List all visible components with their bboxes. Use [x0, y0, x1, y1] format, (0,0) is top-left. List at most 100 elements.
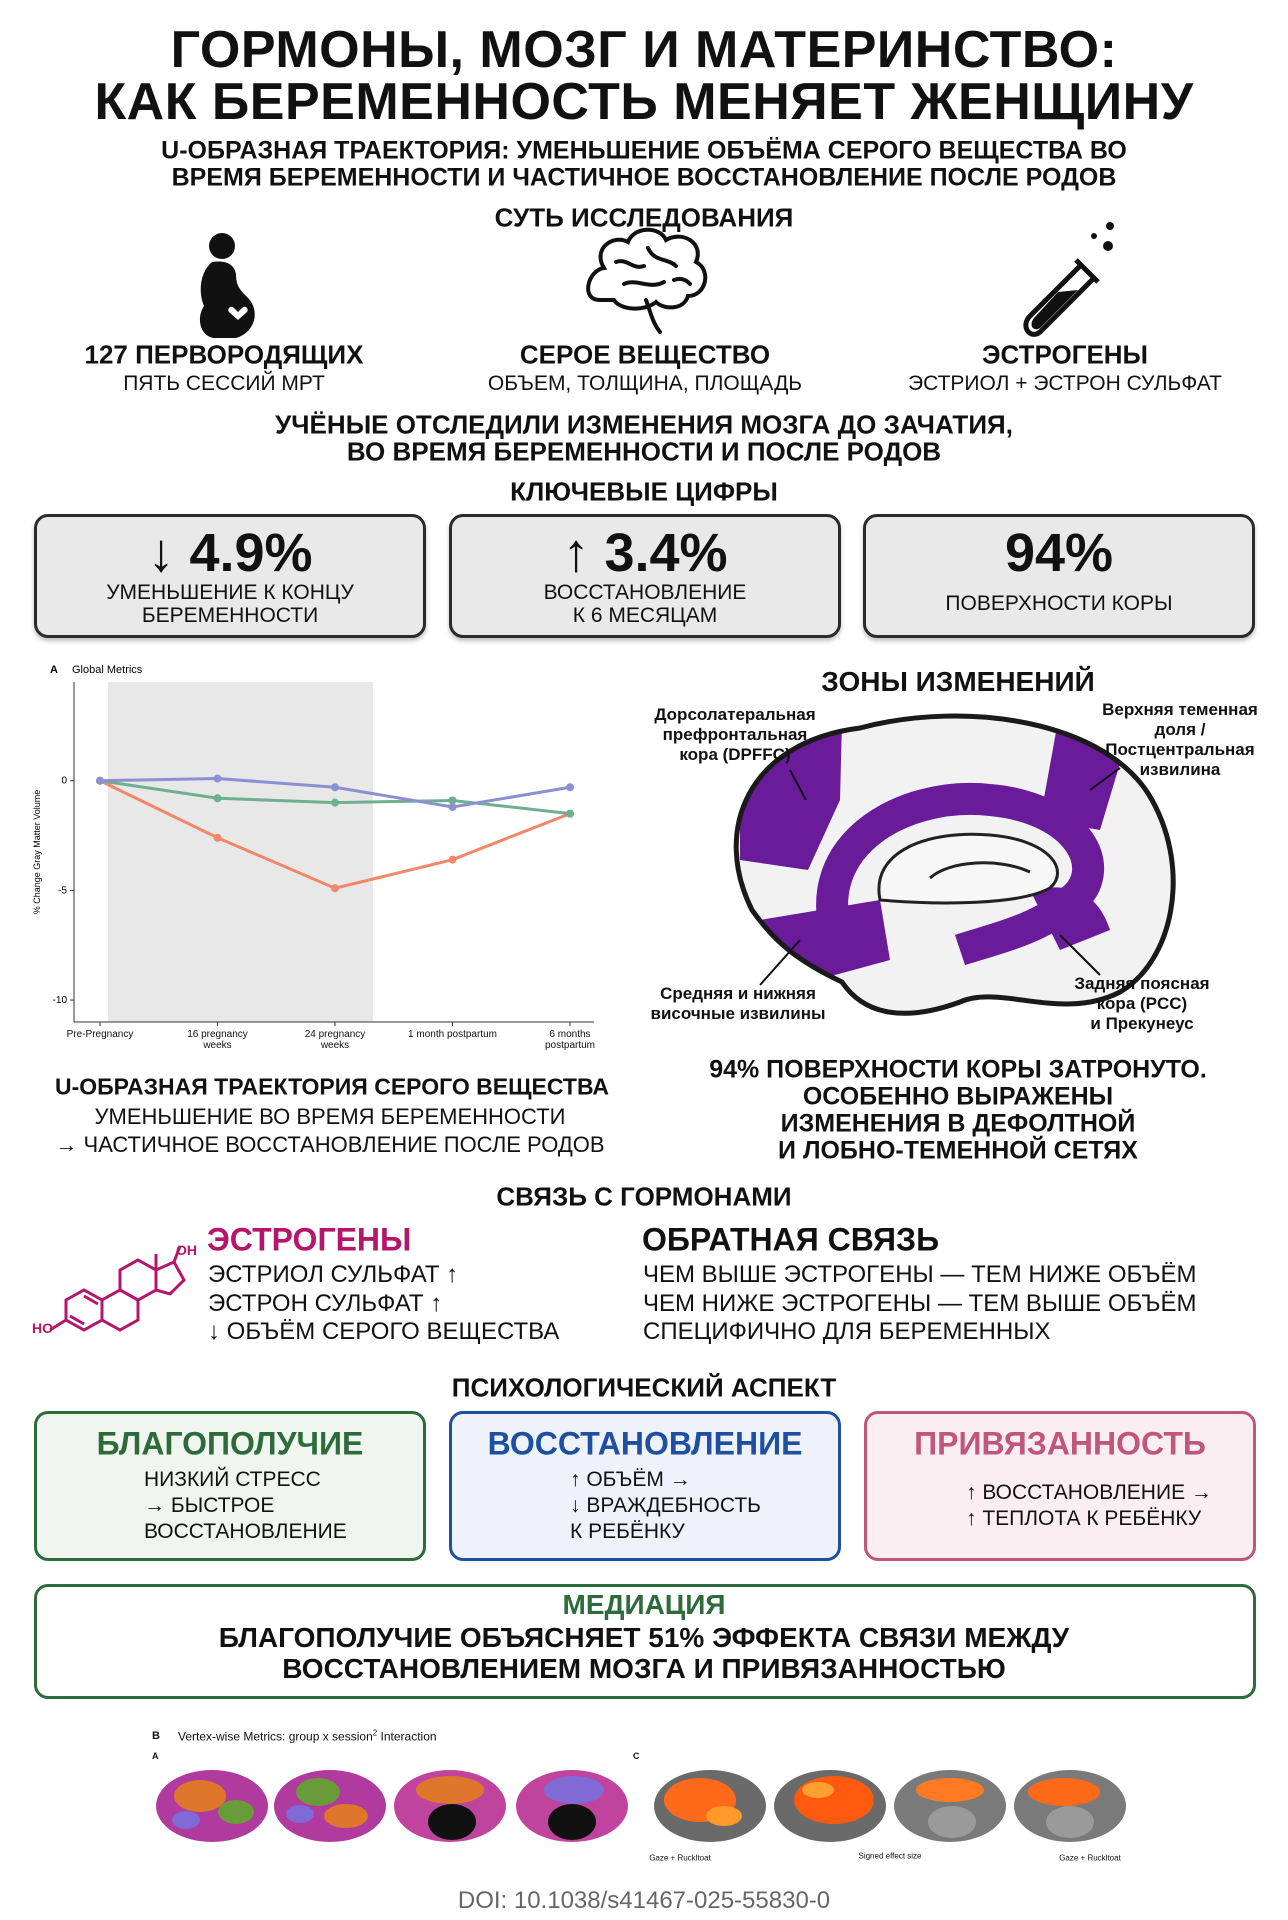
summary-line: УЧЁНЫЕ ОТСЛЕДИЛИ ИЗМЕНЕНИЯ МОЗГА ДО ЗАЧА…	[275, 409, 1013, 440]
brain-icon	[586, 227, 708, 334]
key-figure-value: ↑ 3.4%	[562, 523, 728, 583]
mediation-title: МЕДИАЦИЯ	[562, 1589, 726, 1620]
estrogens-line: ↓ ОБЪЁМ СЕРОГО ВЕЩЕСТВА	[208, 1318, 560, 1345]
zone-label: Дорсолатеральная	[654, 705, 816, 724]
key-figure-value: 94%	[1004, 523, 1114, 583]
zone-label: Средняя и нижняя	[660, 984, 816, 1003]
study-label: СЕРОЕ ВЕЩЕСТВО	[519, 339, 771, 370]
x-tick-label: 16 pregnancy weeks	[187, 1029, 248, 1051]
study-label: 127 ПЕРВОРОДЯЩИХ	[84, 339, 364, 370]
chart-title: Global Metrics	[72, 664, 143, 676]
card-line: НИЗКИЙ СТРЕСС	[144, 1468, 321, 1491]
card-line: ↓ ВРАЖДЕБНОСТЬ	[570, 1494, 761, 1517]
card-line: ↑ ОБЪЁМ →	[570, 1468, 691, 1491]
zone-label: и Прекунеус	[1090, 1014, 1194, 1033]
trajectory-line: → ЧАСТИЧНОЕ ВОССТАНОВЛЕНИЕ ПОСЛЕ РОДОВ	[55, 1132, 605, 1157]
zones-caption: ОСОБЕННО ВЫРАЖЕНЫ	[802, 1082, 1114, 1111]
y-tick-label: 0	[61, 776, 67, 787]
zone-label: Постцентральная	[1105, 740, 1255, 759]
figure-title: Vertex-wise Metrics: group x session2 In…	[178, 1729, 437, 1744]
series-point	[213, 774, 222, 783]
y-tick-label: -10	[53, 995, 68, 1006]
zone-label: Задняя поясная	[1074, 974, 1210, 993]
section-heading: СУТЬ ИССЛЕДОВАНИЯ	[494, 202, 794, 233]
figure-caption: Gaze + Ruckltoat	[1059, 1853, 1121, 1863]
series-point	[448, 855, 457, 864]
section-heading: ПСИХОЛОГИЧЕСКИЙ АСПЕКТ	[451, 1372, 837, 1403]
series-point	[96, 776, 104, 785]
feedback-line: СПЕЦИФИЧНО ДЛЯ БЕРЕМЕННЫХ	[643, 1318, 1051, 1345]
doi: DOI: 10.1038/s41467-025-55830-0	[457, 1887, 831, 1914]
vertex-figure	[156, 1770, 1126, 1842]
key-figure-card	[863, 514, 1255, 638]
key-figure-text: ПОВЕРХНОСТИ КОРЫ	[945, 592, 1173, 615]
zones-heading: ЗОНЫ ИЗМЕНЕНИЙ	[821, 666, 1095, 697]
study-sub: ПЯТЬ СЕССИЙ МРТ	[123, 372, 325, 395]
card-line: → БЫСТРОЕ	[144, 1494, 275, 1517]
panel-label: A	[50, 664, 58, 676]
figure-title-end: Interaction	[377, 1729, 437, 1744]
key-figure-value: ↓ 4.9%	[147, 523, 313, 583]
study-label: ЭСТРОГЕНЫ	[981, 339, 1149, 370]
x-tick-label: 1 month postpartum	[408, 1029, 497, 1040]
estradiol-molecule	[49, 1245, 186, 1332]
line-chart: A Global Metrics % Change Gray Matter Volu…	[32, 664, 594, 1026]
subtitle-line: U-ОБРАЗНАЯ ТРАЕКТОРИЯ: УМЕНЬШЕНИЕ ОБЪЁМА…	[161, 136, 1127, 165]
feedback-title: ОБРАТНАЯ СВЯЗЬ	[642, 1221, 940, 1258]
figure-subpanel: A	[152, 1751, 159, 1761]
mediation-card	[34, 1584, 1256, 1699]
card-line: К РЕБЁНКУ	[570, 1520, 685, 1543]
recovery-card	[449, 1411, 841, 1561]
feedback-line: ЧЕМ ВЫШЕ ЭСТРОГЕНЫ — ТЕМ НИЖЕ ОБЪЁМ	[643, 1261, 1197, 1288]
series-point	[566, 809, 574, 818]
estrogens-line: ЭСТРОН СУЛЬФАТ ↑	[208, 1290, 443, 1317]
summary-line: ВО ВРЕМЯ БЕРЕМЕННОСТИ И ПОСЛЕ РОДОВ	[346, 436, 942, 467]
x-tick-label: 6 months postpartum	[544, 1029, 596, 1051]
pregnant-icon	[199, 233, 255, 338]
card-title: ВОССТАНОВЛЕНИЕ	[487, 1425, 803, 1462]
card-title: БЛАГОПОЛУЧИЕ	[96, 1425, 364, 1462]
card-line: ↑ ТЕПЛОТА К РЕБЁНКУ	[966, 1507, 1202, 1530]
zone-label: доля /	[1154, 720, 1206, 739]
key-figure-card	[34, 514, 426, 638]
zone-label: префронтальная	[662, 725, 808, 744]
mediation-line: БЛАГОПОЛУЧИЕ ОБЪЯСНЯЕТ 51% ЭФФЕКТА СВЯЗИ…	[218, 1622, 1070, 1653]
key-figure-text: УМЕНЬШЕНИЕ К КОНЦУ	[106, 581, 354, 604]
card-line: ↑ ВОССТАНОВЛЕНИЕ →	[966, 1481, 1212, 1504]
molecule-label: OH	[176, 1242, 197, 1258]
zone-label: Верхняя теменная	[1102, 700, 1258, 719]
zone-label: височные извилины	[650, 1004, 826, 1023]
zones-caption: И ЛОБНО-ТЕМЕННОЙ СЕТЯХ	[778, 1136, 1138, 1165]
title-line: КАК БЕРЕМЕННОСТЬ МЕНЯЕТ ЖЕНЩИНУ	[94, 73, 1194, 131]
series-point	[448, 796, 457, 805]
y-tick-label: -5	[58, 885, 67, 896]
estrogens-line: ЭСТРИОЛ СУЛЬФАТ ↑	[208, 1261, 459, 1288]
x-tick-label: Pre-Pregnancy	[66, 1029, 134, 1040]
attachment-card	[864, 1411, 1256, 1561]
estrogens-title: ЭСТРОГЕНЫ	[207, 1221, 412, 1258]
figure-title-sup: 2	[372, 1728, 378, 1738]
zones-caption: ИЗМЕНЕНИЯ В ДЕФОЛТНОЙ	[780, 1109, 1136, 1138]
series-point	[213, 794, 222, 803]
series-point	[331, 884, 339, 893]
trajectory-line: УМЕНЬШЕНИЕ ВО ВРЕМЯ БЕРЕМЕННОСТИ	[94, 1104, 566, 1129]
key-figure-card	[449, 514, 841, 638]
trajectory-title: U-ОБРАЗНАЯ ТРАЕКТОРИЯ СЕРОГО ВЕЩЕСТВА	[54, 1073, 610, 1100]
series-point	[213, 833, 222, 842]
y-axis-label: % Change Gray Matter Volume	[32, 790, 42, 915]
series-point	[448, 803, 457, 812]
figure-title-text: Vertex-wise Metrics: group x session	[178, 1729, 373, 1744]
test-tube-icon	[1023, 222, 1114, 337]
series-point	[331, 783, 339, 792]
figure-caption: Gaze + Ruckltoat	[649, 1853, 711, 1863]
study-sub: ЭСТРИОЛ + ЭСТРОН СУЛЬФАТ	[908, 372, 1222, 395]
key-figure-text: К 6 МЕСЯЦАМ	[572, 604, 718, 627]
zones-caption: 94% ПОВЕРХНОСТИ КОРЫ ЗАТРОНУТО.	[709, 1055, 1207, 1084]
figure-panel: B	[152, 1730, 160, 1742]
series-point	[566, 783, 574, 792]
mediation-line: ВОССТАНОВЛЕНИЕМ МОЗГА И ПРИВЯЗАННОСТЬЮ	[282, 1653, 1006, 1684]
zone-label: извилина	[1139, 760, 1221, 779]
